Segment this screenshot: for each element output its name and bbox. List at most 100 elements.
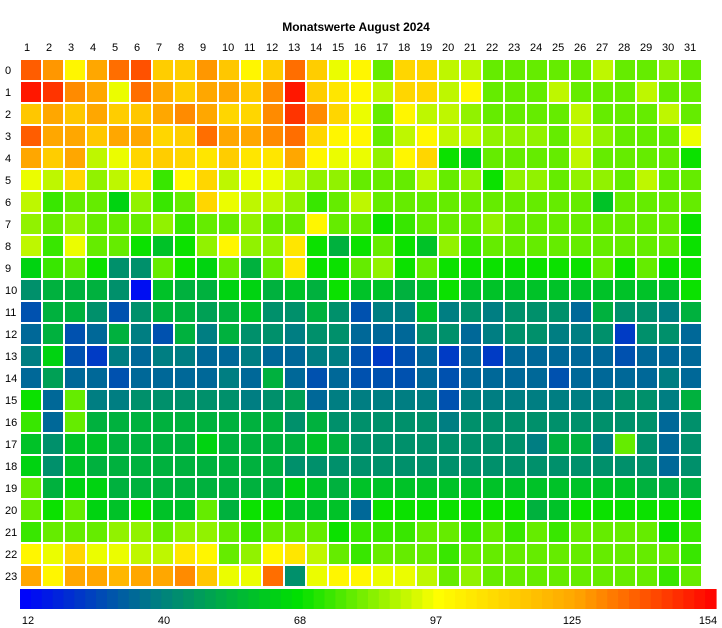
color-scale-tick-label: 125 [563,615,581,627]
heatmap-cell [549,390,569,410]
heatmap-cell [109,126,129,146]
heatmap-cell [417,126,437,146]
heatmap-cell [65,324,85,344]
heatmap-cell [307,544,327,564]
heatmap-cell [219,456,239,476]
heatmap-cell [373,104,393,124]
heatmap-cell [659,258,679,278]
heatmap-cell [65,302,85,322]
heatmap-cell [417,82,437,102]
heatmap-cell [417,170,437,190]
heatmap-cell [131,82,151,102]
x-tick-label: 24 [530,42,542,54]
heatmap-cell [659,566,679,586]
heatmap-cell [395,192,415,212]
color-scale-ticks: 12 40 68 97 125 154 [22,615,717,627]
x-tick-label: 8 [178,42,184,54]
heatmap-cell [65,478,85,498]
heatmap-cell [373,390,393,410]
heatmap-cell [615,104,635,124]
heatmap-cell [21,500,41,520]
heatmap-cell [43,148,63,168]
x-tick-label: 30 [662,42,674,54]
heatmap-cell [681,104,701,124]
heatmap-cell [65,192,85,212]
color-scale-swatch [107,589,119,609]
heatmap-cell [505,500,525,520]
heatmap-cell [439,258,459,278]
heatmap-cell [351,170,371,190]
heatmap-cell [43,368,63,388]
heatmap-cell [43,192,63,212]
heatmap-cell [351,566,371,586]
heatmap-cell [65,522,85,542]
heatmap-cell [615,302,635,322]
heatmap-cell [681,280,701,300]
heatmap-cell [65,82,85,102]
heatmap-cell [417,368,437,388]
heatmap-cell [175,478,195,498]
heatmap-cell [307,104,327,124]
heatmap-cell [197,500,217,520]
heatmap-cell [615,214,635,234]
heatmap-cell [43,324,63,344]
heatmap-cell [153,500,173,520]
heatmap-cell [43,82,63,102]
heatmap-cell [329,522,349,542]
heatmap-cell [175,60,195,80]
heatmap-cell [483,500,503,520]
heatmap-cell [329,60,349,80]
heatmap-cell [461,192,481,212]
heatmap-cell [351,60,371,80]
heatmap-cell [483,346,503,366]
y-tick-label: 18 [5,461,17,473]
heatmap-cell [109,236,129,256]
heatmap-cell [483,126,503,146]
heatmap-cell [175,236,195,256]
heatmap-cell [65,500,85,520]
heatmap-cell [549,324,569,344]
heatmap-cell [571,368,591,388]
heatmap-cell [307,258,327,278]
y-tick-label: 16 [5,417,17,429]
color-scale-swatch [509,589,521,609]
heatmap-cell [549,368,569,388]
color-scale-swatch [378,589,391,609]
heatmap-cell [527,522,547,542]
heatmap-cell [439,346,459,366]
heatmap-cell [21,280,41,300]
heatmap-cell [219,170,239,190]
heatmap-cell [21,126,41,146]
heatmap-cell [285,214,305,234]
heatmap-cell [197,104,217,124]
heatmap-cell [87,104,107,124]
heatmap-cell [197,346,217,366]
heatmap-cell [109,368,129,388]
heatmap-cell [153,412,173,432]
heatmap-cell [285,170,305,190]
heatmap-cell [87,192,107,212]
heatmap-cell [395,280,415,300]
heatmap-cell [681,390,701,410]
heatmap-cell [175,82,195,102]
color-scale-swatch [357,589,369,609]
heatmap-cell [593,148,613,168]
heatmap-cell [637,60,657,80]
heatmap-cell [219,478,239,498]
color-scale-swatch [237,589,249,609]
heatmap-cell [131,544,151,564]
heatmap-cell [351,346,371,366]
heatmap-cell [153,302,173,322]
heatmap-cell [153,192,173,212]
heatmap-cell [109,434,129,454]
x-tick-label: 31 [684,42,696,54]
heatmap-cell [505,236,525,256]
heatmap-cell [681,456,701,476]
heatmap-cell [505,302,525,322]
color-scale-tick-label: 154 [699,615,717,627]
heatmap-cell [571,346,591,366]
heatmap-cell [461,390,481,410]
heatmap-cell [307,302,327,322]
heatmap-cell [395,82,415,102]
x-tick-label: 23 [508,42,520,54]
